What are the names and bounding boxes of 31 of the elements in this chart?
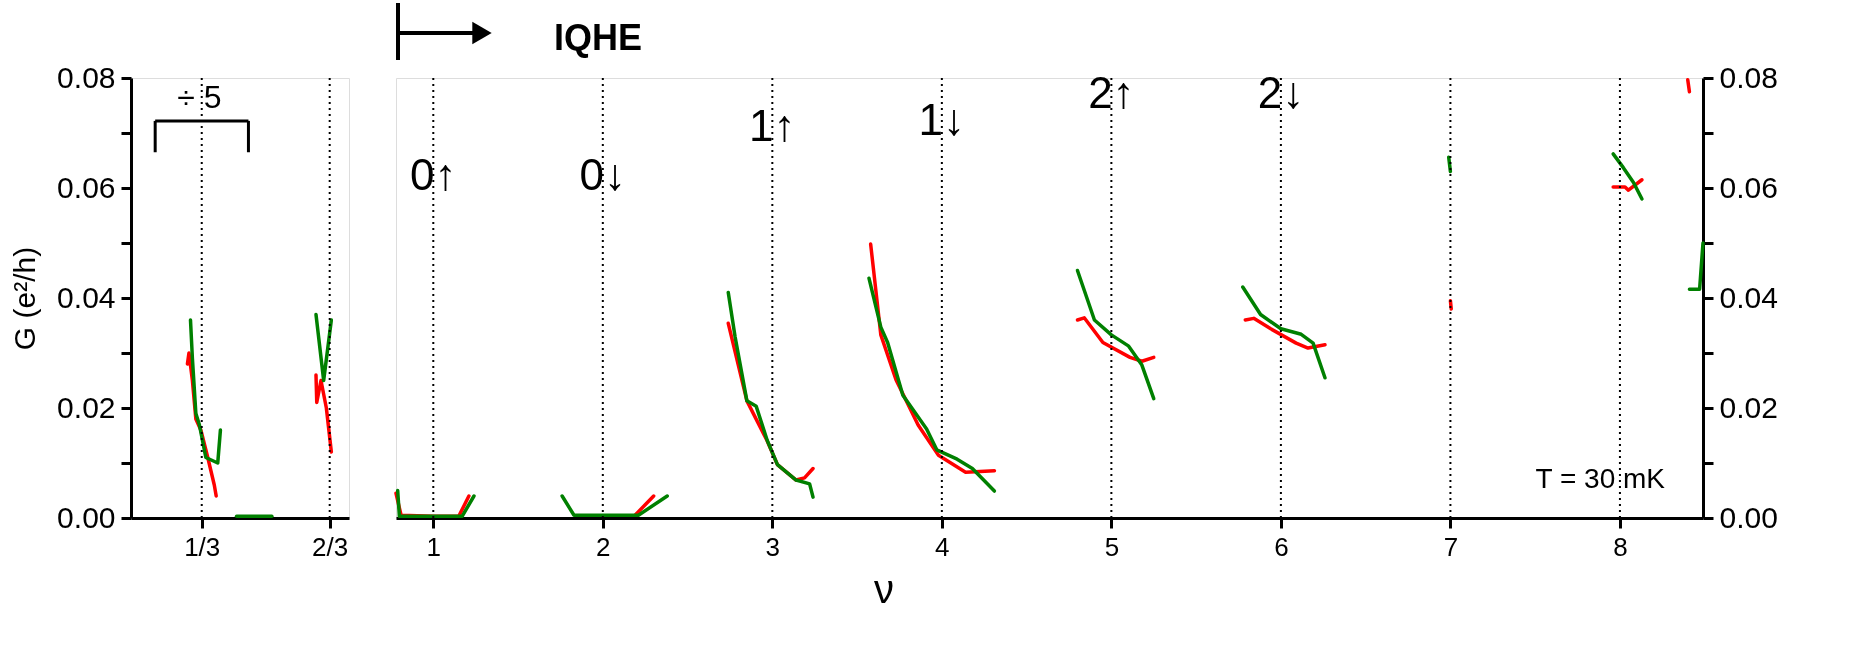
x-tick-label: 2 <box>596 531 611 562</box>
y2-tick-label: 0.02 <box>1719 390 1778 424</box>
annotation: 2↑ <box>1088 67 1135 117</box>
x-tick-label: 4 <box>935 531 950 562</box>
x-tick-label: 1/3 <box>184 531 221 562</box>
x-tick-label: 3 <box>765 531 781 562</box>
y-tick-label: 0.02 <box>57 390 116 424</box>
annotation: T = 30 mK <box>1535 463 1666 494</box>
x-tick-label: 6 <box>1274 531 1289 562</box>
y-tick-label: 0.06 <box>57 170 116 204</box>
x-tick-label: 1 <box>426 531 442 562</box>
y2-tick-label: 0.08 <box>1719 60 1778 94</box>
y2-tick-label: 0.06 <box>1719 170 1778 204</box>
y-tick-label: 0.04 <box>57 280 116 314</box>
y2-tick-label: 0.04 <box>1719 280 1778 314</box>
annotation: 0↑ <box>410 150 457 199</box>
x-tick-label: 7 <box>1443 531 1459 562</box>
x-tick-label: 5 <box>1104 531 1120 562</box>
x-tick-label: 8 <box>1613 531 1628 562</box>
y-axis-title: G (e²/h) <box>8 246 42 351</box>
x-axis-title: ν <box>874 566 895 611</box>
y-tick-label: 0.00 <box>57 500 116 534</box>
annotation: ÷ 5 <box>177 79 222 116</box>
y2-tick-label: 0.00 <box>1719 500 1778 534</box>
annotation: 0↓ <box>579 150 627 199</box>
annotation: 2↓ <box>1257 67 1305 117</box>
annotation: 1↑ <box>749 100 796 150</box>
y-tick-label: 0.08 <box>57 60 116 94</box>
annotation: 1↓ <box>918 95 966 144</box>
x-tick-label: 2/3 <box>312 531 349 562</box>
text: IQHE <box>553 17 643 58</box>
